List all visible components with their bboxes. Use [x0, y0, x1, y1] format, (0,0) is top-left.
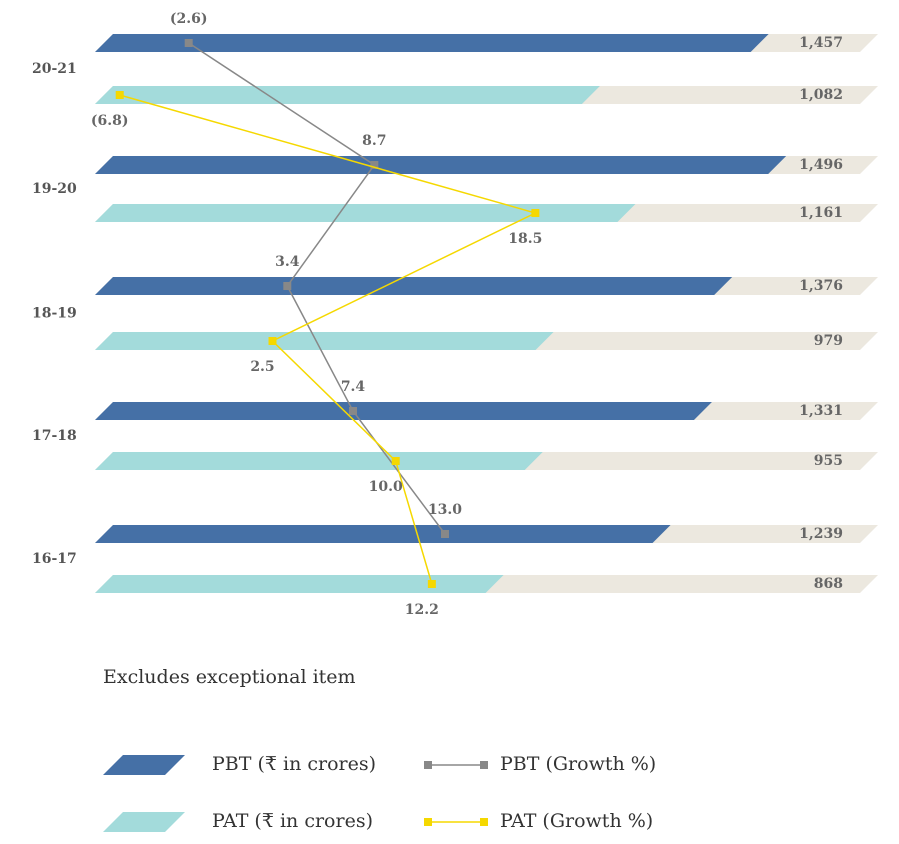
growth-marker [115, 91, 124, 99]
note: Excludes exceptional item [103, 666, 356, 688]
bar [95, 452, 543, 470]
legend-label: PAT (₹ in crores) [212, 810, 373, 832]
growth-label: 12.2 [405, 602, 439, 618]
legend-label: PBT (₹ in crores) [212, 753, 376, 775]
value-label: 1,161 [799, 205, 843, 221]
growth-marker [391, 457, 400, 465]
bar [95, 332, 554, 350]
growth-label: 18.5 [508, 231, 542, 247]
category-label: 16-17 [32, 551, 77, 567]
growth-marker [427, 580, 436, 588]
category-label: 19-20 [32, 181, 77, 197]
value-label: 979 [814, 333, 843, 349]
legend-marker [424, 761, 432, 769]
legend-marker [480, 761, 488, 769]
growth-marker [268, 337, 277, 345]
growth-marker [531, 209, 540, 217]
growth-marker [370, 161, 379, 169]
growth-label: 13.0 [428, 502, 462, 518]
value-label: 955 [814, 453, 843, 469]
legend-swatch [103, 812, 185, 832]
growth-marker [441, 530, 449, 538]
bar [95, 156, 787, 174]
value-label: 1,496 [799, 157, 843, 173]
growth-label: 2.5 [250, 359, 274, 375]
legend-marker [424, 818, 432, 826]
category-label: 18-19 [32, 306, 77, 322]
growth-marker [184, 39, 193, 47]
growth-label: (6.8) [91, 113, 129, 129]
value-label: 868 [814, 576, 843, 592]
growth-label: 8.7 [362, 133, 386, 149]
growth-marker [283, 282, 292, 290]
bar [95, 525, 671, 543]
legend-marker [480, 818, 488, 826]
category-label: 17-18 [32, 428, 77, 444]
bar [95, 277, 733, 295]
value-label: 1,082 [799, 87, 843, 103]
bar [95, 34, 769, 52]
growth-label: (2.6) [170, 11, 208, 27]
bar [95, 402, 712, 420]
legend-swatch [103, 755, 185, 775]
value-label: 1,457 [799, 35, 843, 51]
value-label: 1,239 [799, 526, 843, 542]
growth-label: 10.0 [369, 479, 403, 495]
growth-label: 7.4 [341, 379, 366, 395]
bar [95, 204, 636, 222]
bar [95, 575, 504, 593]
growth-marker [349, 407, 357, 415]
category-label: 20-21 [32, 61, 77, 77]
growth-label: 3.4 [275, 254, 300, 270]
value-label: 1,376 [799, 278, 843, 294]
legend-label: PAT (Growth %) [500, 810, 653, 832]
value-label: 1,331 [799, 403, 843, 419]
bar [95, 86, 600, 104]
legend-label: PBT (Growth %) [500, 753, 656, 775]
